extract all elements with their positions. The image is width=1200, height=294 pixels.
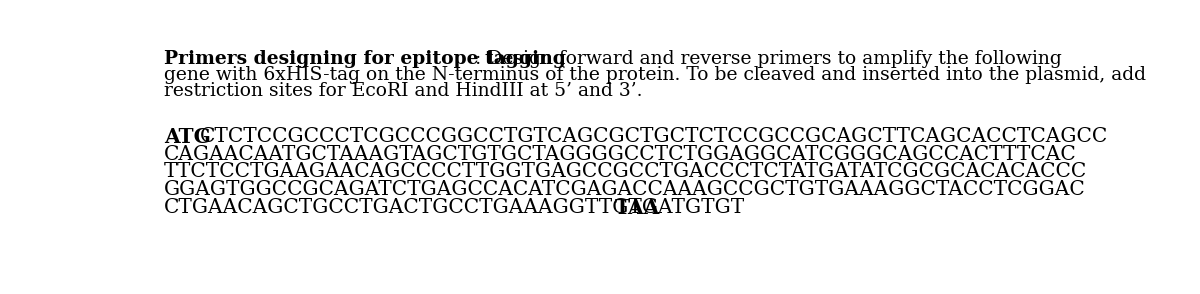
Text: : Design forward and reverse primers to amplify the following: : Design forward and reverse primers to … [475,50,1062,68]
Text: TTCTCCTGAAGAACAGCCCCTTGGTGAGCCGCCTGACCCTCTATGATATCGCGCACACACCC: TTCTCCTGAAGAACAGCCCCTTGGTGAGCCGCCTGACCCT… [164,162,1087,181]
Text: Primers designing for epitope tagging: Primers designing for epitope tagging [164,50,566,68]
Text: CAGAACAATGCTAAAGTAGCTGTGCTAGGGGCCTCTGGAGGCATCGGGCAGCCACTTTCAC: CAGAACAATGCTAAAGTAGCTGTGCTAGGGGCCTCTGGAG… [164,145,1076,164]
Text: gene with 6xHIS-tag on the N-terminus of the protein. To be cleaved and inserted: gene with 6xHIS-tag on the N-terminus of… [164,66,1146,84]
Text: GGAGTGGCCGCAGATCTGAGCCACATCGAGACCAAAGCCGCTGTGAAAGGCTACCTCGGAC: GGAGTGGCCGCAGATCTGAGCCACATCGAGACCAAAGCCG… [164,180,1086,199]
Text: CTCTCCGCCCTCGCCCGGCCTGTCAGCGCTGCTCTCCGCCGCAGCTTCAGCACCTCAGCC: CTCTCCGCCCTCGCCCGGCCTGTCAGCGCTGCTCTCCGCC… [200,127,1109,146]
Text: TAA: TAA [614,198,660,218]
Text: ATG: ATG [164,127,211,147]
Text: CTGAACAGCTGCCTGACTGCCTGAAAGGTTGTGATGTGT: CTGAACAGCTGCCTGACTGCCTGAAAGGTTGTGATGTGT [164,198,745,217]
Text: restriction sites for EcoRI and HindIII at 5’ and 3’.: restriction sites for EcoRI and HindIII … [164,82,642,100]
